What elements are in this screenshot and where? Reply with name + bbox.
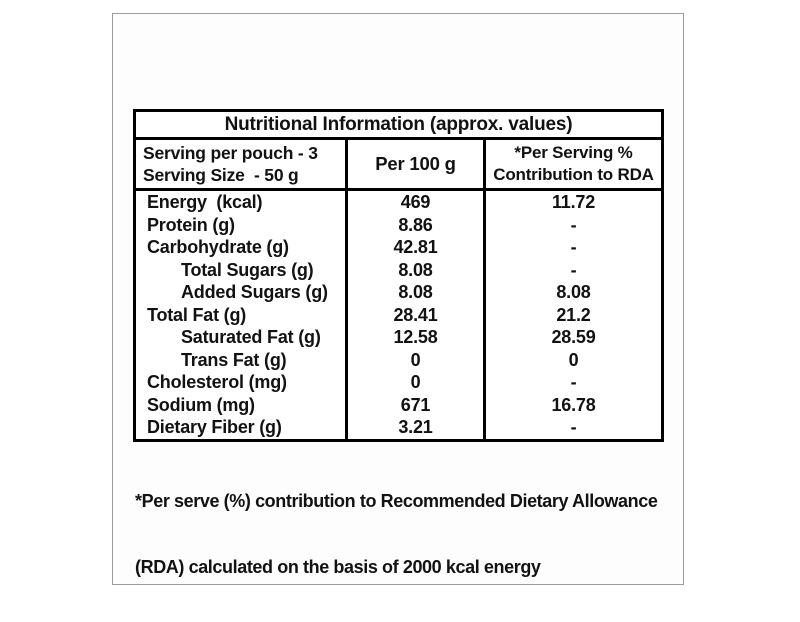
per-100g-value: 671 [348,393,486,416]
rda-value: 28.59 [551,327,596,347]
nutrient-label: Dietary Fiber (g) [136,416,348,439]
rda-value: 11.72 [551,192,596,212]
nutrient-label: Cholesterol (mg) [136,371,348,394]
nutrition-table: Nutritional Information (approx. values)… [133,109,664,442]
rda-value: - [570,259,577,280]
serving-per-pouch-text: Serving per pouch - 3 [143,143,318,163]
per-100g-value: 28.41 [348,303,486,326]
nutrient-label: Added Sugars (g) [136,281,348,304]
header-per-100g: Per 100 g [348,140,486,188]
product-image-frame: Nutritional Information (approx. values)… [112,13,684,585]
per-100g-value: 3.21 [348,416,486,439]
rda-value: 0 [568,349,579,370]
nutrient-label: Energy (kcal) [136,191,348,214]
table-row: Protein (g) 8.86 - [136,213,661,236]
per-100g-value: 8.08 [348,258,486,281]
table-row: Added Sugars (g) 8.08 8.08 [136,281,661,304]
footnote-line1: *Per serve (%) contribution to Recommend… [135,491,658,511]
table-row: Total Fat (g) 28.41 21.2 [136,303,661,326]
table-title: Nutritional Information (approx. values) [136,112,661,140]
table-row: Energy (kcal) 469 11.72 [136,191,661,214]
nutrient-label: Carbohydrate (g) [136,236,348,259]
per-100g-value: 12.58 [348,326,486,349]
nutrient-label: Protein (g) [136,213,348,236]
footnote-line2: (RDA) calculated on the basis of 2000 kc… [135,557,541,577]
rda-value: - [570,372,577,392]
footnote: *Per serve (%) contribution to Recommend… [135,446,670,622]
nutrient-label: Sodium (mg) [136,393,348,416]
per-100g-value: 8.86 [348,213,486,236]
nutrient-label: Total Sugars (g) [136,258,348,281]
per-100g-value: 469 [348,191,486,214]
rda-value: 16.78 [551,394,596,415]
rda-value: 21.2 [556,304,591,325]
nutrient-label: Saturated Fat (g) [136,326,348,349]
per-100g-value: 8.08 [348,281,486,304]
rda-value: - [570,417,577,437]
header-rda-contribution: *Per Serving % Contribution to RDA [486,140,661,188]
per-100g-label: Per 100 g [375,153,456,174]
per-100g-value: 0 [348,371,486,394]
table-header-row: Serving per pouch - 3 Serving Size - 50 … [136,140,661,191]
table-body: Energy (kcal) 469 11.72 Protein (g) 8.86- Car… [136,191,661,439]
header-serving-info: Serving per pouch - 3 Serving Size - 50 … [136,140,348,188]
table-row: Dietary Fiber (g) 3.21 - [136,416,661,439]
table-row: Sodium (mg) 671 16.78 [136,393,661,416]
table-row: Total Sugars (g) 8.08 - [136,258,661,281]
rda-header-line1: *Per Serving % [514,143,633,162]
rda-value: 8.08 [556,282,591,302]
rda-header-line2: Contribution to RDA [493,165,654,184]
rda-value: - [570,237,577,257]
per-100g-value: 0 [348,348,486,371]
per-100g-value: 42.81 [348,236,486,259]
table-row: Trans Fat (g) 0 0 [136,348,661,371]
table-row: Cholesterol (mg) 0 - [136,371,661,394]
table-row: Carbohydrate (g) 42.81 - [136,236,661,259]
serving-size-text: Serving Size - 50 g [143,165,299,185]
nutrient-label: Total Fat (g) [136,303,348,326]
rda-value: - [570,214,577,235]
nutrient-label: Trans Fat (g) [136,348,348,371]
table-row: Saturated Fat (g) 12.58 28.59 [136,326,661,349]
